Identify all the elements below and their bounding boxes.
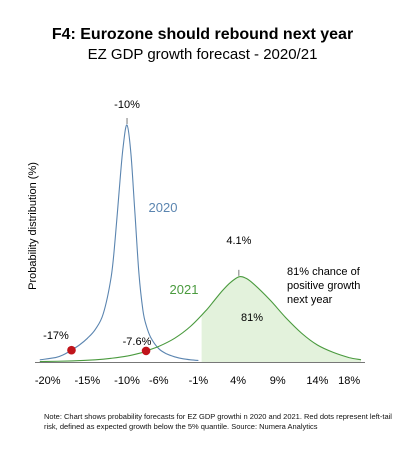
annotation-text-line: positive growth <box>287 280 360 292</box>
x-tick-label: 18% <box>338 375 360 387</box>
tail-risk-dot <box>141 346 151 356</box>
shaded-area-positive-growth <box>201 276 361 362</box>
x-tick-label: -1% <box>189 375 209 387</box>
peak-label-2020: -10% <box>114 99 140 111</box>
chart-title: F4: Eurozone should rebound next year <box>51 26 354 43</box>
x-tick-label: -10% <box>114 375 140 387</box>
tail-risk-label: -7.6% <box>123 336 152 348</box>
series-line-2021 <box>39 276 362 363</box>
series-label-2021: 2021 <box>170 282 199 297</box>
series-line-2020 <box>39 124 199 362</box>
x-tick-label: -6% <box>149 375 169 387</box>
y-axis-label: Probability distribution (%) <box>27 162 39 290</box>
shaded-region-label: 81% <box>241 312 263 324</box>
chart-svg: -20% -15% -10% -6% -1% 4% 9% 14% 18% Probability … <box>27 99 365 387</box>
tail-risk-label: -17% <box>43 330 69 342</box>
chart-note: Note: Chart shows probability forecasts … <box>44 412 392 431</box>
x-tick-label: -20% <box>35 375 61 387</box>
x-tick-label: -15% <box>75 375 101 387</box>
x-tick-label: 4% <box>230 375 246 387</box>
peak-label-2021: 4.1% <box>226 235 251 247</box>
annotation-text-line: next year <box>287 294 333 306</box>
series-label-2020: 2020 <box>149 200 178 215</box>
chart-subtitle: EZ GDP growth forecast - 2020/21 <box>87 46 318 63</box>
x-tick-label: 9% <box>270 375 286 387</box>
annotation-text-line: 81% chance of <box>287 266 361 278</box>
tail-risk-dot <box>67 345 76 355</box>
x-tick-label: 14% <box>306 375 328 387</box>
